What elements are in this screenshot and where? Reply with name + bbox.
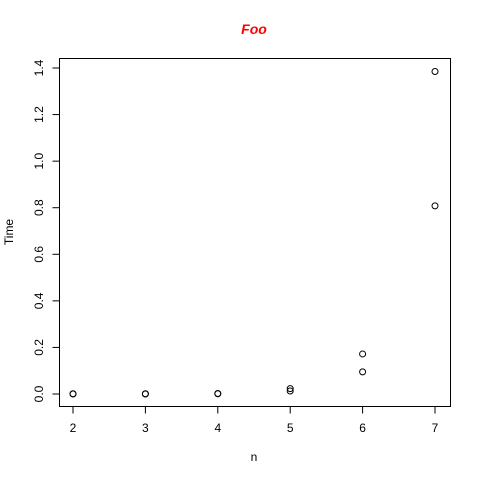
- data-point: [214, 390, 222, 398]
- data-point: [431, 202, 439, 210]
- x-tick-label: 4: [214, 421, 221, 435]
- x-tick-label: 2: [70, 421, 77, 435]
- data-point: [359, 368, 367, 376]
- data-point: [286, 385, 294, 393]
- y-tick-label: 1.0: [32, 152, 46, 169]
- data-point: [141, 390, 149, 398]
- data-points: [69, 67, 439, 398]
- y-tick-label: 0.4: [32, 292, 46, 309]
- data-point: [359, 350, 367, 358]
- chart-title: Foo: [241, 21, 267, 37]
- y-axis-label: Time: [2, 219, 16, 246]
- data-point: [286, 387, 294, 395]
- x-tick-label: 6: [359, 421, 366, 435]
- plot-frame: [59, 58, 451, 407]
- x-tick-label: 5: [287, 421, 294, 435]
- y-tick-label: 0.6: [32, 246, 46, 263]
- y-tick-label: 0.0: [32, 385, 46, 402]
- x-axis-label: n: [251, 450, 258, 464]
- y-tick-label: 0.8: [32, 199, 46, 216]
- y-tick-label: 1.4: [32, 59, 46, 76]
- x-tick-label: 7: [432, 421, 439, 435]
- data-point: [431, 67, 439, 75]
- x-axis: 2 3 4 5 6 7: [70, 406, 439, 435]
- y-tick-label: 0.2: [32, 339, 46, 356]
- y-tick-label: 1.2: [32, 106, 46, 123]
- y-axis: 0.0 0.2 0.4 0.6 0.8 1.0 1.2 1.4: [32, 59, 60, 402]
- x-tick-label: 3: [142, 421, 149, 435]
- data-point: [69, 390, 77, 398]
